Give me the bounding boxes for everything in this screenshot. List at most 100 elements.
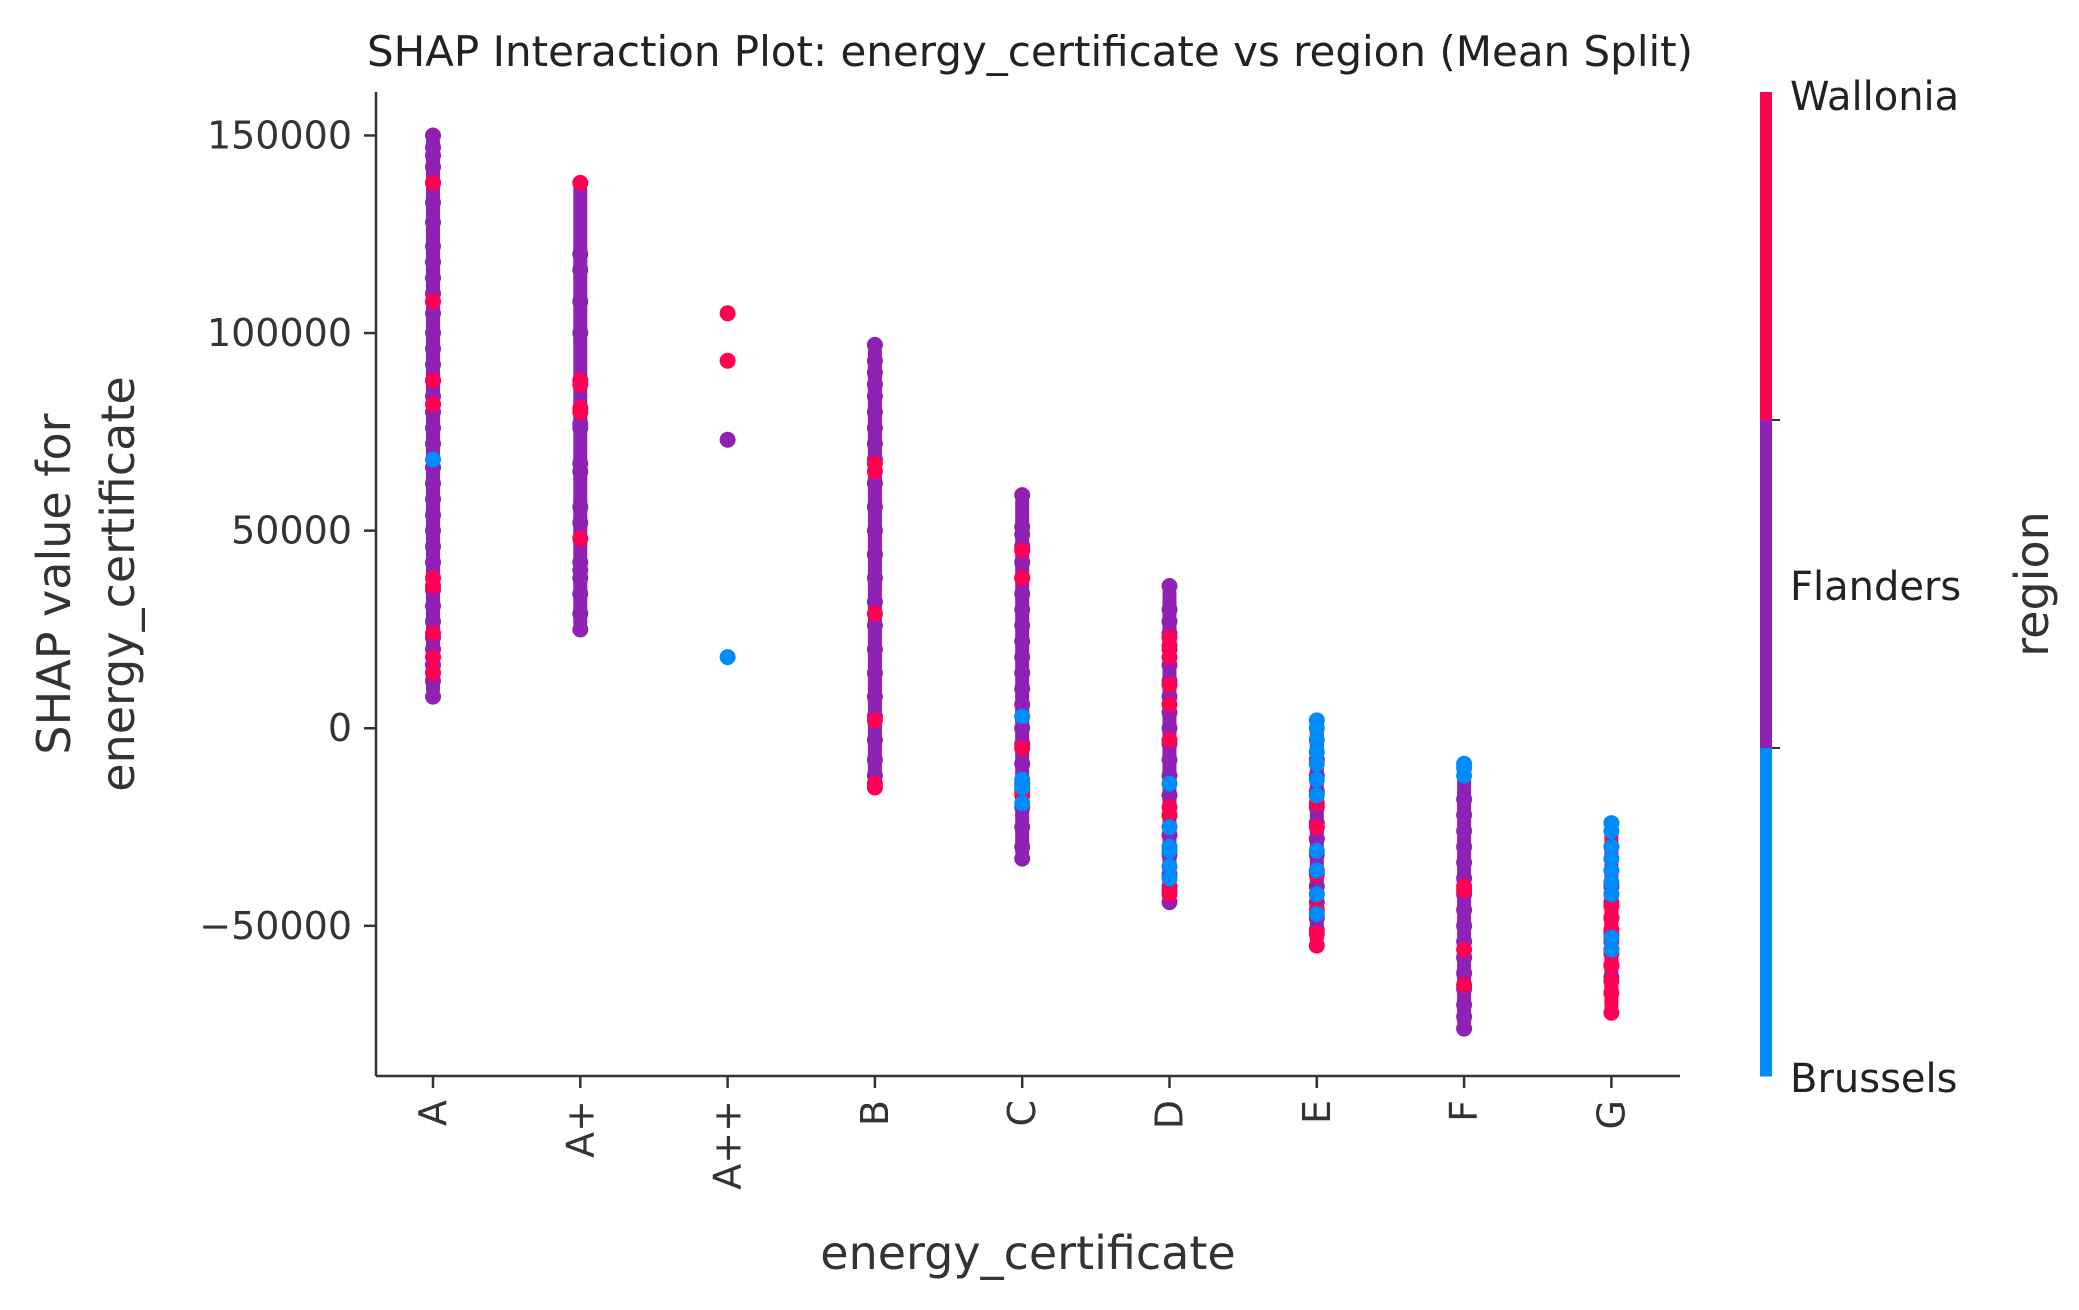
point-wallonia (1161, 732, 1178, 749)
point-wallonia (1603, 957, 1620, 974)
point-wallonia (1603, 898, 1620, 915)
point-flanders (1014, 487, 1031, 504)
colorbar-segment-wallonia (1760, 92, 1772, 421)
point-flanders (572, 514, 589, 531)
point-flanders (1014, 617, 1031, 634)
point-flanders (866, 419, 883, 436)
x-tick-label-d: D (1148, 1100, 1192, 1129)
point-flanders (1456, 807, 1473, 824)
point-flanders (1014, 554, 1031, 571)
point-flanders (1161, 787, 1178, 804)
point-brussels (1161, 842, 1178, 859)
y-tick-label: 100000 (207, 311, 352, 355)
point-flanders (1456, 838, 1473, 855)
colorbar: Wallonia Flanders Brussels region (1760, 74, 2059, 1102)
point-flanders (425, 253, 441, 270)
point-flanders (866, 376, 883, 393)
point-wallonia (425, 577, 441, 594)
point-wallonia (425, 293, 441, 310)
category-points-aplus (572, 174, 589, 638)
point-brussels (1603, 929, 1620, 946)
point-wallonia (572, 404, 589, 421)
point-brussels (1308, 720, 1325, 737)
point-flanders (866, 593, 883, 610)
point-wallonia (1161, 637, 1178, 654)
x-axis-label: energy_certificate (820, 1226, 1235, 1280)
x-axis-ticks: A A+ A++ B C D E F G (411, 1076, 1633, 1190)
point-flanders (572, 325, 589, 342)
point-flanders (572, 261, 589, 278)
point-brussels (1161, 858, 1178, 875)
point-flanders (1014, 585, 1031, 602)
category-points-aplusplus (719, 305, 736, 666)
point-brussels (1308, 862, 1325, 879)
category-points-e (1308, 712, 1325, 954)
point-flanders (1161, 613, 1178, 630)
point-wallonia (1456, 977, 1473, 994)
point-flanders (866, 688, 883, 705)
y-tick-label: 50000 (231, 509, 352, 553)
point-flanders (572, 419, 589, 436)
point-flanders (1014, 850, 1031, 867)
point-flanders (866, 751, 883, 768)
point-wallonia (1161, 676, 1178, 693)
point-brussels (1308, 743, 1325, 760)
category-points-a (425, 127, 441, 705)
point-wallonia (1456, 941, 1473, 958)
point-wallonia (1603, 1004, 1620, 1021)
point-flanders (1161, 720, 1178, 737)
point-flanders (1161, 577, 1178, 594)
point-wallonia (1161, 649, 1178, 666)
point-flanders (572, 570, 589, 587)
point-wallonia (425, 372, 441, 389)
point-wallonia (1456, 882, 1473, 899)
point-flanders (425, 194, 441, 211)
point-flanders (866, 570, 883, 587)
colorbar-segment-brussels (1760, 748, 1772, 1077)
point-flanders (1456, 917, 1473, 934)
x-tick-label-a: A (411, 1100, 455, 1126)
point-wallonia (866, 463, 883, 480)
point-flanders (425, 214, 441, 231)
point-flanders (425, 340, 441, 357)
y-axis-label-line-1: SHAP value for (27, 413, 81, 754)
point-wallonia (1308, 925, 1325, 942)
point-wallonia (1014, 570, 1031, 587)
point-flanders (1014, 526, 1031, 543)
point-brussels (1603, 822, 1620, 839)
y-axis-label-line-2: energy_certificate (91, 376, 145, 791)
point-wallonia (1308, 937, 1325, 954)
point-flanders (866, 352, 883, 369)
point-wallonia (425, 664, 441, 681)
point-flanders (425, 419, 441, 436)
point-flanders (1308, 830, 1325, 847)
point-flanders (425, 522, 441, 539)
point-brussels (1603, 874, 1620, 891)
point-wallonia (425, 625, 441, 642)
point-brussels (1308, 905, 1325, 922)
point-flanders (1456, 854, 1473, 871)
point-brussels (1014, 795, 1031, 812)
point-flanders (572, 585, 589, 602)
point-wallonia (425, 649, 441, 666)
point-flanders (1014, 680, 1031, 697)
point-brussels (1308, 787, 1325, 804)
y-tick-label: 150000 (207, 113, 352, 157)
point-flanders (866, 498, 883, 515)
point-flanders (1161, 601, 1178, 618)
point-flanders (866, 641, 883, 658)
point-flanders (1456, 902, 1473, 919)
colorbar-label-wallonia: Wallonia (1790, 74, 1959, 120)
point-wallonia (866, 712, 883, 729)
point-flanders (1014, 649, 1031, 666)
point-flanders (425, 127, 441, 144)
point-flanders (425, 356, 441, 373)
category-points-f (1456, 755, 1473, 1037)
point-flanders (425, 538, 441, 555)
x-tick-label-b: B (853, 1100, 897, 1126)
point-wallonia (1161, 886, 1178, 903)
point-flanders (572, 293, 589, 310)
colorbar-title: region (2005, 511, 2059, 656)
